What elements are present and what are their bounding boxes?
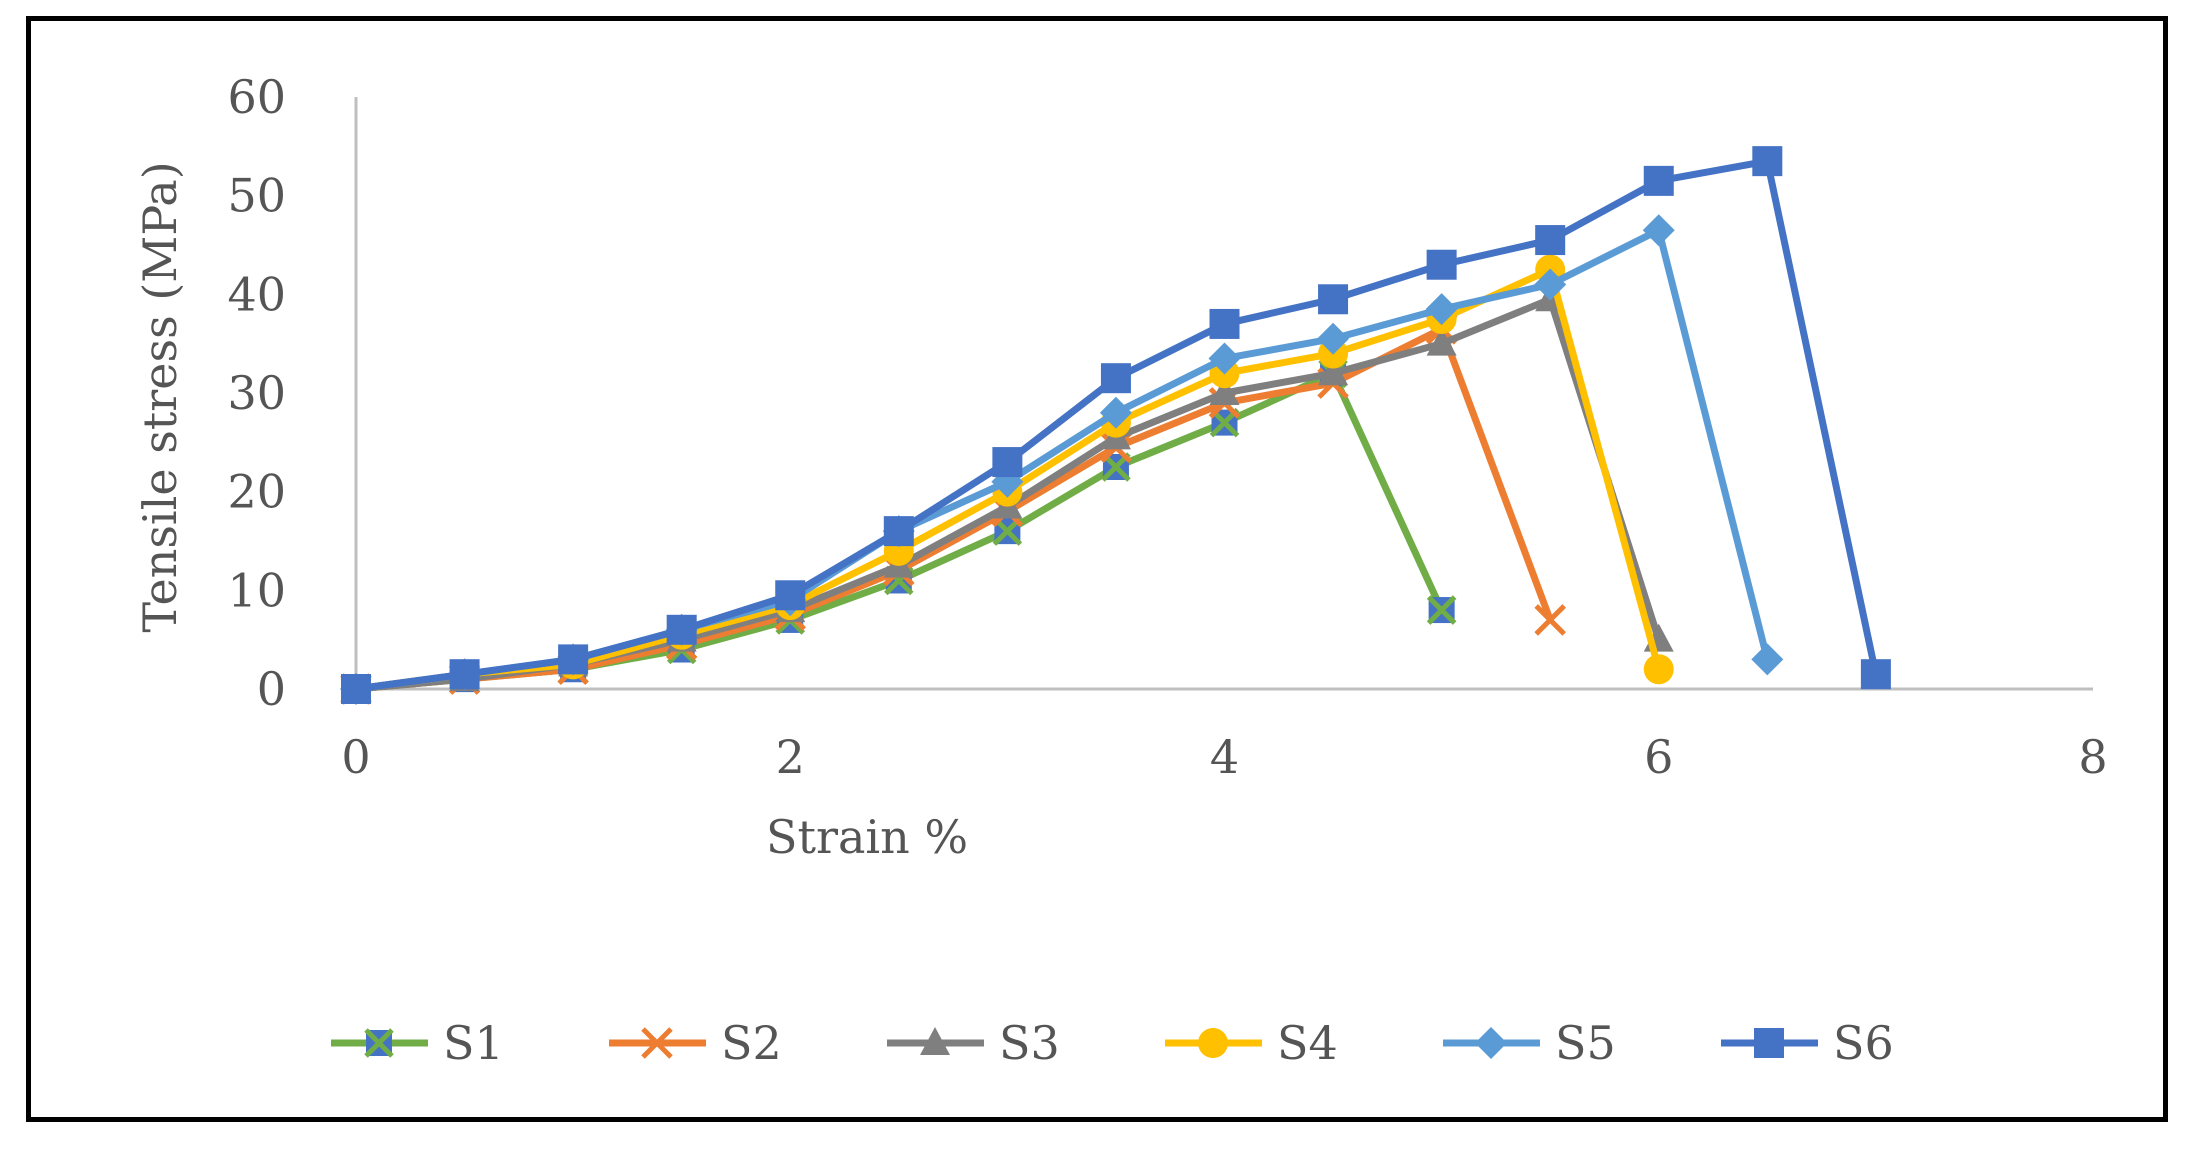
data-point-S6 (449, 659, 480, 690)
legend-item-S6: S6 (1721, 1016, 1894, 1070)
data-point-S6 (1535, 225, 1566, 256)
legend-item-S5: S5 (1443, 1016, 1616, 1070)
data-point-S6 (1209, 308, 1240, 339)
x-tick-label: 8 (2078, 730, 2107, 784)
data-point-S6 (1426, 249, 1457, 280)
x-tick-label: 6 (1644, 730, 1673, 784)
y-tick-label: 60 (227, 70, 286, 124)
y-tick-label: 30 (227, 366, 286, 420)
data-point-S5 (1534, 268, 1567, 301)
data-point-S6 (992, 447, 1023, 478)
data-point-S6 (1643, 165, 1674, 196)
legend-marker (920, 1027, 950, 1055)
data-point-S4 (1643, 654, 1674, 685)
data-point-S5 (1317, 322, 1350, 355)
y-tick-label: 50 (227, 169, 286, 223)
data-point-S1 (1426, 595, 1457, 625)
legend-marker (1475, 1027, 1507, 1059)
data-point-S6 (666, 614, 697, 645)
y-tick-label: 20 (227, 465, 286, 519)
x-tick-labels: 0 2 4 6 8 (341, 730, 2107, 784)
y-tick-label: 0 (257, 662, 286, 716)
legend-item-S1: S1 (331, 1016, 504, 1070)
legend-item-S4: S4 (1165, 1016, 1338, 1070)
data-point-S5 (1751, 643, 1784, 676)
legend: S1 S2 S3 S4 S5 S6 (331, 1016, 1894, 1070)
legend-marker (1754, 1028, 1784, 1058)
legend-label: S6 (1833, 1016, 1894, 1070)
data-point-S5 (1099, 396, 1132, 429)
y-tick-labels: 0 10 20 30 40 50 60 (227, 70, 286, 716)
x-tick-label: 4 (1210, 730, 1239, 784)
tensile-chart: 0 10 20 30 40 50 60 0 2 4 6 8 Tensile stress (MPa)… (133, 70, 2108, 1070)
legend-marker (1198, 1028, 1228, 1058)
series-S6 (341, 146, 1891, 704)
x-tick-label: 0 (341, 730, 370, 784)
data-point-S6 (1318, 284, 1349, 315)
y-tick-label: 10 (227, 563, 286, 617)
data-point-S6 (341, 674, 371, 704)
legend-label: S2 (721, 1016, 782, 1070)
legend-item-S3: S3 (887, 1016, 1060, 1070)
data-point-S5 (1425, 293, 1458, 326)
axes (354, 97, 2093, 691)
data-point-S5 (1642, 214, 1675, 247)
x-axis-title: Strain % (766, 810, 968, 864)
legend-label: S3 (999, 1016, 1060, 1070)
data-point-S6 (775, 580, 806, 611)
data-point-S3 (1209, 377, 1240, 405)
data-point-S3 (1426, 327, 1457, 356)
data-point-S2 (1534, 604, 1566, 636)
data-point-S6 (883, 516, 914, 547)
series-line-S2 (352, 325, 1554, 693)
data-point-S5 (1208, 342, 1241, 375)
chart-frame: 0 10 20 30 40 50 60 0 2 4 6 8 Tensile stress (MPa)… (26, 16, 2168, 1122)
series-layer (340, 146, 1891, 705)
y-tick-label: 40 (227, 267, 286, 321)
data-point-S6 (1752, 146, 1783, 177)
legend-label: S4 (1277, 1016, 1338, 1070)
legend-marker (364, 1028, 394, 1058)
data-point-S6 (558, 644, 589, 675)
x-tick-label: 2 (776, 730, 805, 784)
legend-item-S2: S2 (609, 1016, 782, 1070)
y-axis-title: Tensile stress (MPa) (133, 161, 187, 632)
legend-label: S5 (1555, 1016, 1616, 1070)
data-point-S6 (1860, 659, 1891, 690)
legend-marker (641, 1027, 673, 1059)
data-point-S3 (1318, 357, 1349, 386)
legend-label: S1 (443, 1016, 504, 1070)
data-point-S6 (1100, 363, 1131, 394)
